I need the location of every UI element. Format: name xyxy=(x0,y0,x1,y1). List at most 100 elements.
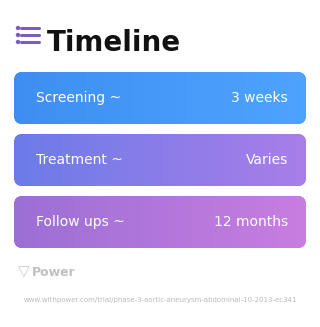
Bar xyxy=(304,72,305,124)
Bar xyxy=(67,196,68,248)
Bar xyxy=(49,196,50,248)
Bar xyxy=(263,72,264,124)
Bar xyxy=(173,72,174,124)
Bar xyxy=(189,72,190,124)
Bar xyxy=(75,196,76,248)
Bar xyxy=(214,72,215,124)
Bar xyxy=(283,72,284,124)
Bar xyxy=(109,72,110,124)
Bar xyxy=(82,134,83,186)
Bar xyxy=(282,196,283,248)
Bar xyxy=(270,134,271,186)
Bar xyxy=(250,72,251,124)
Bar xyxy=(152,72,153,124)
Bar xyxy=(64,196,65,248)
Bar xyxy=(114,134,115,186)
Bar xyxy=(162,72,163,124)
Bar xyxy=(178,134,179,186)
Bar xyxy=(58,134,59,186)
Bar xyxy=(194,134,195,186)
Bar xyxy=(184,134,185,186)
Bar xyxy=(43,72,44,124)
Bar xyxy=(127,134,128,186)
Bar xyxy=(90,72,91,124)
Bar xyxy=(244,134,245,186)
Bar xyxy=(248,196,249,248)
Bar xyxy=(233,72,234,124)
Bar xyxy=(73,134,74,186)
Bar xyxy=(145,72,146,124)
Bar xyxy=(74,196,75,248)
Bar xyxy=(191,196,192,248)
Bar xyxy=(143,72,144,124)
Bar xyxy=(16,134,17,186)
Bar xyxy=(205,72,206,124)
Bar xyxy=(46,134,47,186)
Bar xyxy=(164,196,165,248)
Bar xyxy=(274,196,275,248)
Bar xyxy=(91,134,92,186)
Bar xyxy=(185,72,186,124)
Bar xyxy=(88,72,89,124)
Bar xyxy=(112,196,113,248)
Bar xyxy=(57,72,58,124)
Bar xyxy=(86,196,87,248)
Bar xyxy=(150,72,151,124)
Bar xyxy=(142,134,143,186)
Bar xyxy=(17,196,18,248)
Bar xyxy=(242,196,243,248)
Bar xyxy=(207,196,208,248)
Bar xyxy=(193,134,194,186)
Bar xyxy=(66,196,67,248)
Bar xyxy=(59,72,60,124)
Bar xyxy=(297,196,298,248)
Bar xyxy=(16,72,17,124)
Bar xyxy=(95,196,96,248)
Bar xyxy=(124,134,125,186)
Bar xyxy=(119,72,120,124)
Bar xyxy=(121,196,122,248)
Bar xyxy=(78,72,79,124)
Bar xyxy=(295,134,296,186)
Bar xyxy=(114,72,115,124)
Bar xyxy=(228,134,229,186)
Bar xyxy=(199,72,200,124)
Bar xyxy=(69,196,70,248)
Bar xyxy=(148,72,149,124)
Bar xyxy=(123,134,124,186)
Bar xyxy=(286,196,287,248)
Bar xyxy=(230,196,231,248)
Bar xyxy=(254,196,255,248)
Bar xyxy=(215,72,216,124)
Bar xyxy=(110,72,111,124)
Bar xyxy=(60,134,61,186)
Bar xyxy=(240,196,241,248)
Bar xyxy=(178,196,179,248)
Bar xyxy=(289,134,290,186)
Bar xyxy=(22,134,23,186)
Bar xyxy=(144,72,145,124)
Bar xyxy=(75,134,76,186)
Bar xyxy=(204,196,205,248)
Bar xyxy=(98,134,99,186)
Bar xyxy=(133,134,134,186)
Bar xyxy=(159,72,160,124)
Bar xyxy=(201,72,202,124)
Bar xyxy=(166,134,167,186)
Bar xyxy=(42,72,43,124)
Bar xyxy=(63,134,64,186)
Bar xyxy=(146,72,147,124)
Bar xyxy=(94,196,95,248)
Bar xyxy=(137,134,138,186)
Bar xyxy=(84,196,85,248)
Bar xyxy=(70,134,71,186)
Bar xyxy=(137,72,138,124)
Bar xyxy=(193,196,194,248)
Bar xyxy=(245,196,246,248)
Bar xyxy=(159,134,160,186)
Bar xyxy=(64,134,65,186)
Bar xyxy=(59,134,60,186)
Bar xyxy=(163,134,164,186)
Bar xyxy=(218,134,220,186)
Bar xyxy=(99,134,100,186)
